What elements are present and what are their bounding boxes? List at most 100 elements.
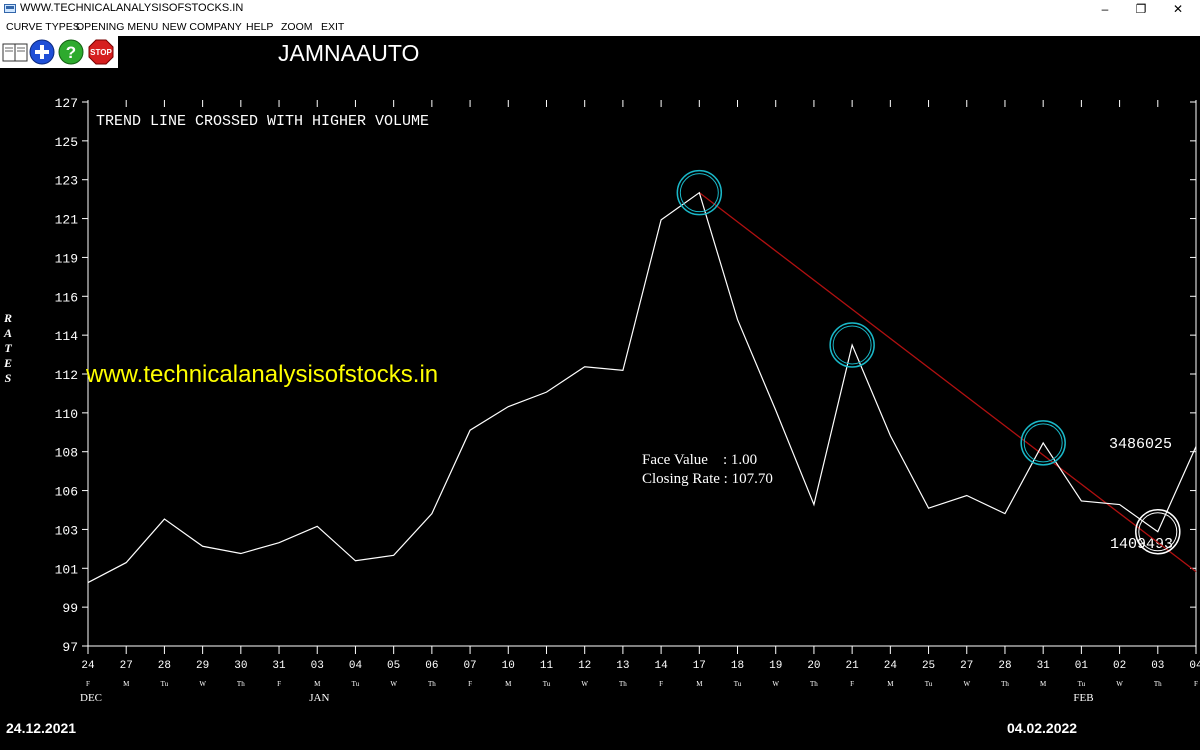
month-label: JAN [309,692,329,704]
y-axis-label-letter: T [4,341,12,355]
y-tick-label: 99 [62,601,78,616]
title-bar: WWW.TECHNICALANALYSISOFSTOCKS.IN – ❐ ✕ [0,0,1200,18]
x-tick-label: 01 [1075,660,1089,672]
menu-new-company[interactable]: NEW COMPANY [162,21,242,33]
x-tick-label: 04 [1189,660,1200,672]
weekday-label: Tu [734,680,742,688]
x-tick-label: 21 [846,660,860,672]
window-title: WWW.TECHNICALANALYSISOFSTOCKS.IN [20,2,244,14]
weekday-label: M [123,680,130,688]
minimize-button[interactable]: – [1101,2,1109,16]
y-tick-label: 103 [55,523,78,538]
menu-curve-types[interactable]: CURVE TYPES [6,21,80,33]
x-tick-label: 06 [425,660,438,672]
stop-icon-label: STOP [90,48,112,57]
x-tick-label: 27 [120,660,133,672]
x-tick-label: 28 [158,660,171,672]
closing-rate-text: Closing Rate : 107.70 [642,471,773,487]
x-tick-label: 28 [998,660,1011,672]
weekday-label: M [314,680,321,688]
weekday-label: F [1194,680,1198,688]
weekday-label: Th [237,680,245,688]
volume-low-label: 1409493 [1110,536,1173,553]
watermark-text: www.technicalanalysisofstocks.in [85,361,438,388]
weekday-label: Tu [925,680,933,688]
book-icon[interactable] [2,39,28,65]
weekday-label: M [887,680,894,688]
y-tick-label: 123 [55,174,78,189]
x-tick-label: 05 [387,660,400,672]
x-tick-label: 27 [960,660,973,672]
weekday-label: Th [1154,680,1162,688]
weekday-label: F [468,680,472,688]
weekday-label: M [696,680,703,688]
end-date: 04.02.2022 [1007,720,1078,736]
highlight-circle [676,169,723,216]
weekday-label: F [277,680,281,688]
weekday-label: W [581,680,588,688]
x-tick-label: 10 [502,660,515,672]
menu-bar: CURVE TYPES OPENING MENU NEW COMPANY HEL… [0,18,1200,36]
y-tick-label: 114 [55,329,79,344]
x-tick-label: 11 [540,660,554,672]
weekday-label: W [772,680,779,688]
menu-opening-menu[interactable]: OPENING MENU [76,21,159,33]
weekday-label: Th [619,680,627,688]
y-tick-label: 119 [55,251,78,266]
weekday-label: W [1116,680,1123,688]
highlight-circle-inner [1023,423,1063,463]
highlight-circle-inner [679,173,719,213]
x-tick-label: 07 [463,660,476,672]
highlight-circle [1020,420,1066,466]
close-button[interactable]: ✕ [1172,2,1184,16]
month-label: DEC [80,692,102,704]
stock-name: JAMNAAUTO [278,40,420,66]
y-axis-label-letter: S [5,371,12,385]
x-tick-label: 14 [655,660,669,672]
x-tick-label: 30 [234,660,247,672]
y-tick-label: 121 [55,213,79,228]
x-tick-label: 31 [1037,660,1051,672]
weekday-label: Tu [161,680,169,688]
face-value-text: Face Value : 1.00 [642,452,757,468]
menu-help[interactable]: HELP [246,21,274,33]
y-tick-label: 112 [55,368,78,383]
price-line [87,191,1197,584]
y-tick-label: 106 [55,485,78,500]
volume-high-label: 3486025 [1109,436,1172,453]
x-tick-label: 13 [616,660,629,672]
weekday-label: Tu [1078,680,1086,688]
x-tick-label: 02 [1113,660,1126,672]
weekday-label: F [850,680,854,688]
weekday-label: M [505,680,512,688]
restore-button[interactable]: ❐ [1135,2,1147,16]
help-icon[interactable]: ? [58,39,84,65]
weekday-label: Tu [543,680,551,688]
start-date: 24.12.2021 [6,720,77,736]
x-tick-label: 29 [196,660,209,672]
y-axis-label-letter: E [3,356,12,370]
weekday-label: M [1040,680,1047,688]
weekday-label: F [86,680,90,688]
x-tick-label: 19 [769,660,782,672]
price-chart: 1271251231211191161141121101081061031019… [3,96,1200,704]
trend-line [698,192,1197,573]
weekday-label: F [659,680,663,688]
x-tick-label: 24 [884,660,898,672]
y-axis-label-letter: A [3,326,12,340]
x-tick-label: 20 [807,660,820,672]
menu-zoom[interactable]: ZOOM [281,21,313,33]
app-icon [4,4,16,13]
x-tick-label: 25 [922,660,935,672]
highlight-circle-inner [832,325,872,365]
toolbar: ? STOP [0,36,118,68]
menu-exit[interactable]: EXIT [321,21,345,33]
plus-icon[interactable] [29,39,55,65]
x-tick-label: 12 [578,660,591,672]
highlight-circle [829,322,875,368]
x-tick-label: 04 [349,660,363,672]
y-tick-label: 127 [55,96,78,111]
stop-icon[interactable]: STOP [88,39,114,65]
chart-title: TREND LINE CROSSED WITH HIGHER VOLUME [96,113,429,130]
x-tick-label: 03 [311,660,324,672]
